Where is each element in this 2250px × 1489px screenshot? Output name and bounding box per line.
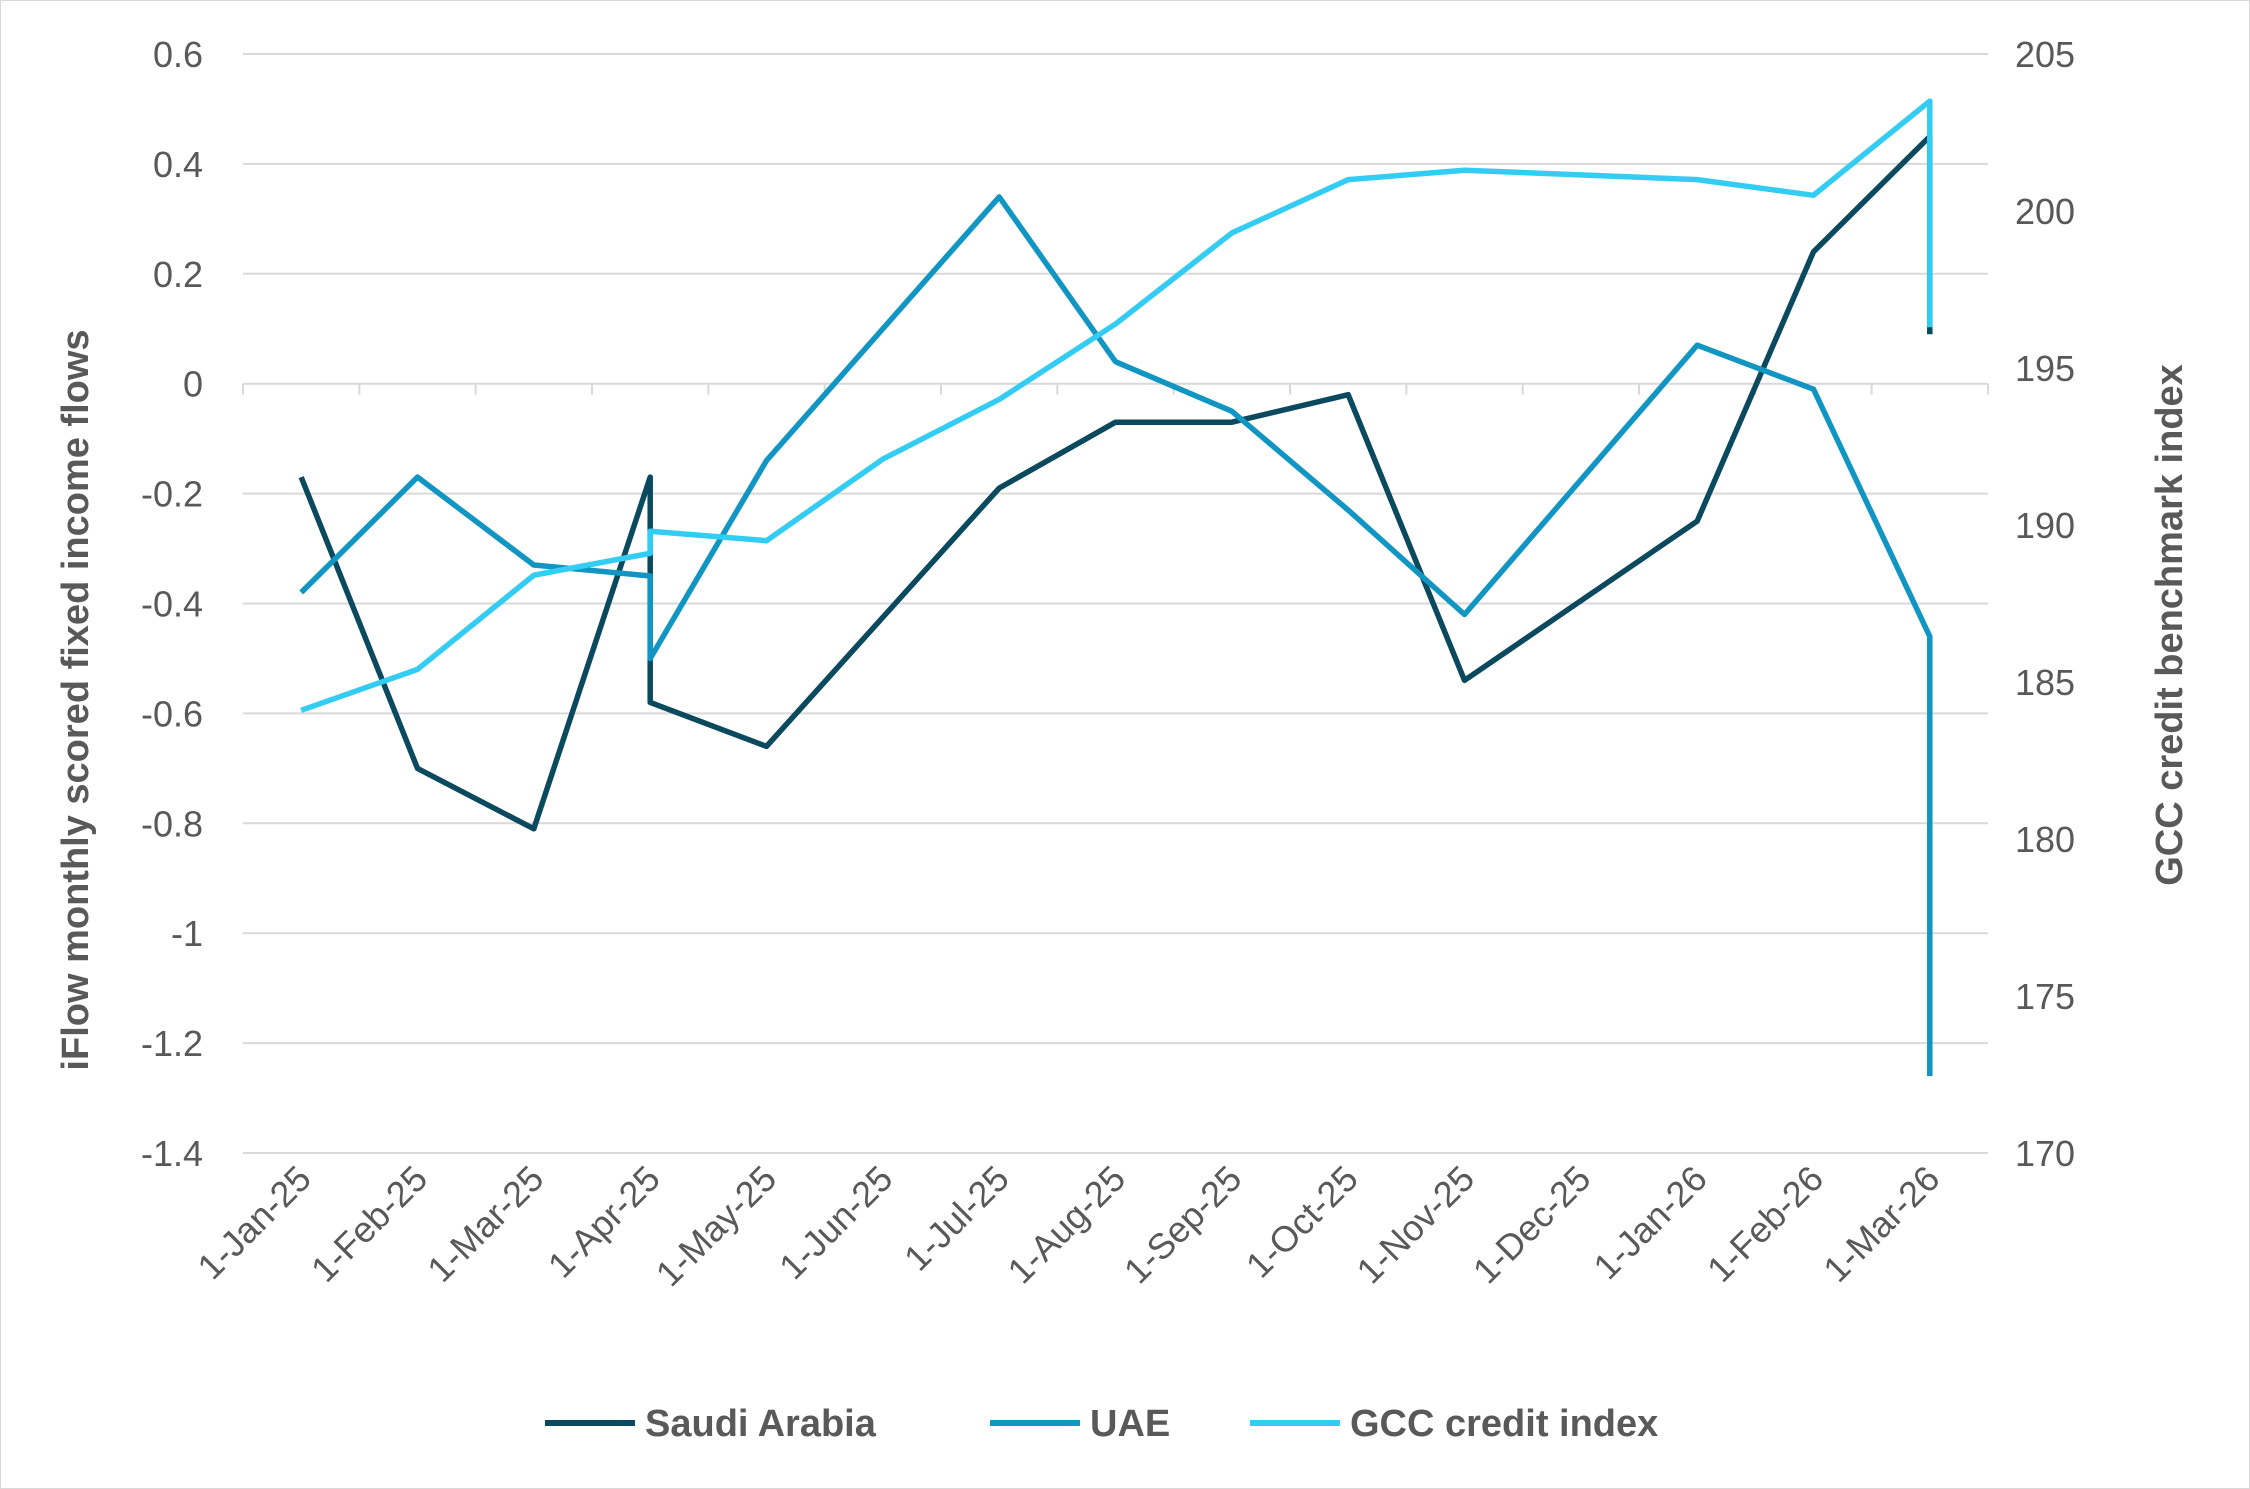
x-tick-label: 1-Jul-25 xyxy=(896,1158,1017,1279)
series-lines xyxy=(298,98,1933,1077)
left-y-tick-label: -0.6 xyxy=(141,693,203,734)
right-y-tick-label: 170 xyxy=(2015,1133,2075,1174)
right-y-tick-label: 180 xyxy=(2015,819,2075,860)
x-tick-label: 1-Oct-25 xyxy=(1238,1158,1366,1286)
x-tick-label: 1-Mar-26 xyxy=(1815,1158,1947,1290)
gridlines xyxy=(243,53,1988,1154)
x-tick-label: 1-Nov-25 xyxy=(1348,1158,1482,1292)
left-y-tick-label: 0 xyxy=(183,364,203,405)
x-axis-ticks xyxy=(242,383,1989,395)
right-y-axis-ticks: 205 200 195 190 185 180 175 170 xyxy=(2015,34,2075,1174)
x-tick-label: 1-Jun-25 xyxy=(771,1158,900,1287)
left-y-tick-label: -1.4 xyxy=(141,1133,203,1174)
legend-label: Saudi Arabia xyxy=(645,1403,877,1445)
x-tick-label: 1-Jan-26 xyxy=(1585,1158,1714,1287)
left-y-tick-label: 0.2 xyxy=(153,254,203,295)
x-tick-label: 1-Sep-25 xyxy=(1116,1158,1250,1292)
left-y-tick-label: -1 xyxy=(171,913,203,954)
left-y-tick-label: -1.2 xyxy=(141,1023,203,1064)
legend-label: GCC credit index xyxy=(1350,1403,1658,1445)
right-y-tick-label: 175 xyxy=(2015,976,2075,1017)
left-y-tick-label: 0.6 xyxy=(153,34,203,75)
x-tick-label: 1-Dec-25 xyxy=(1465,1158,1599,1292)
x-axis-tick-labels: 1-Jan-251-Feb-251-Mar-251-Apr-251-May-25… xyxy=(189,1158,1947,1295)
series-line-saudi-arabia xyxy=(298,133,1933,832)
x-tick-label: 1-Jan-25 xyxy=(189,1158,318,1287)
right-y-tick-label: 200 xyxy=(2015,191,2075,232)
left-y-axis-title: iFlow monthly scored fixed income flows xyxy=(55,329,97,1070)
right-y-tick-label: 205 xyxy=(2015,34,2075,75)
right-y-tick-label: 185 xyxy=(2015,662,2075,703)
left-y-axis-ticks: 0.6 0.4 0.2 0 -0.2 -0.4 -0.6 -0.8 -1 -1.2 -1.4 xyxy=(141,34,203,1174)
series-line-gcc-credit-index xyxy=(300,98,1933,713)
x-tick-label: 1-Aug-25 xyxy=(999,1158,1133,1292)
right-y-tick-label: 190 xyxy=(2015,505,2075,546)
left-y-tick-label: 0.4 xyxy=(153,144,203,185)
x-tick-label: 1-Feb-25 xyxy=(303,1158,435,1290)
left-y-tick-label: -0.4 xyxy=(141,584,203,625)
x-tick-label: 1-May-25 xyxy=(648,1158,785,1295)
left-y-tick-label: -0.2 xyxy=(141,474,203,515)
x-tick-label: 1-Mar-25 xyxy=(419,1158,551,1290)
legend-label: UAE xyxy=(1090,1403,1170,1445)
x-tick-label: 1-Feb-26 xyxy=(1699,1158,1831,1290)
right-y-axis-title: GCC credit benchmark index xyxy=(2149,364,2191,886)
legend: Saudi Arabia UAE GCC credit index xyxy=(545,1403,1658,1445)
left-y-tick-label: -0.8 xyxy=(141,803,203,844)
series-line-uae xyxy=(299,194,1933,1077)
right-y-tick-label: 195 xyxy=(2015,348,2075,389)
